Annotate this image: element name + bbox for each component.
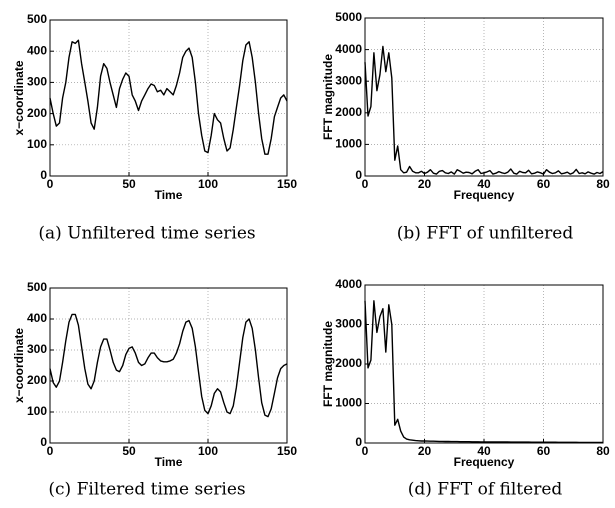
caption: (c) Filtered time series — [48, 480, 245, 500]
y-tick-label: 200 — [27, 373, 47, 387]
y-tick-label: 3000 — [335, 317, 362, 331]
y-tick-label: 400 — [27, 43, 47, 57]
caption: (a) Unfiltered time series — [38, 224, 255, 244]
subplot: 0 20 40 60 80 0 1000 2000 3000 4000 5000 Frequency F… — [321, 10, 610, 243]
plot-frame — [364, 17, 604, 177]
y-tick-label: 400 — [27, 311, 47, 325]
x-tick-label: 40 — [477, 177, 491, 191]
y-axis-label: x−coordinate — [12, 328, 26, 403]
x-tick-label: 0 — [362, 444, 369, 458]
y-tick-label: 500 — [27, 280, 47, 294]
y-tick-label: 0 — [40, 435, 47, 449]
y-tick-label: 1000 — [335, 396, 362, 410]
data-line — [49, 313, 288, 418]
subplot: 0 20 40 60 80 0 1000 2000 3000 4000 Frequency FFT m… — [321, 277, 610, 499]
y-tick-label: 5000 — [335, 10, 362, 24]
y-tick-label: 100 — [27, 404, 47, 418]
y-tick-label: 200 — [27, 106, 47, 120]
plot-frame — [364, 284, 604, 444]
data-line — [364, 300, 603, 444]
x-axis-label: Frequency — [454, 188, 515, 202]
y-tick-label: 4000 — [335, 277, 362, 291]
x-tick-label: 60 — [537, 444, 551, 458]
plot-frame — [49, 19, 288, 177]
x-tick-label: 150 — [277, 444, 297, 458]
y-tick-label: 500 — [27, 12, 47, 26]
caption: (d) FFT of filtered — [408, 480, 563, 500]
y-tick-label: 3000 — [335, 73, 362, 87]
x-tick-label: 50 — [122, 177, 136, 191]
y-tick-label: 2000 — [335, 356, 362, 370]
data-line — [49, 39, 288, 155]
data-line — [364, 45, 604, 175]
x-axis-label: Time — [155, 455, 183, 469]
x-tick-label: 100 — [198, 444, 218, 458]
x-tick-label: 0 — [47, 177, 54, 191]
y-tick-label: 0 — [355, 168, 362, 182]
y-axis-label: FFT magnitude — [321, 321, 335, 407]
x-axis-label: Time — [155, 188, 183, 202]
plot-frame — [49, 287, 288, 444]
y-axis-label: x−coordinate — [12, 60, 26, 135]
x-tick-label: 40 — [477, 444, 491, 458]
x-tick-label: 50 — [122, 444, 136, 458]
x-tick-label: 20 — [418, 177, 432, 191]
caption: (b) FFT of unfiltered — [397, 224, 574, 244]
y-tick-label: 100 — [27, 137, 47, 151]
y-tick-label: 300 — [27, 342, 47, 356]
y-tick-label: 0 — [40, 168, 47, 182]
x-tick-label: 80 — [596, 444, 610, 458]
y-tick-label: 300 — [27, 75, 47, 89]
x-tick-label: 150 — [277, 177, 297, 191]
subplot: 0 50 100 150 0 100 200 300 400 500 Time x−coordinat… — [12, 12, 297, 243]
subplot: 0 50 100 150 0 100 200 300 400 500 Time x−coordinat… — [12, 280, 297, 499]
x-tick-label: 20 — [418, 444, 432, 458]
x-tick-label: 80 — [596, 177, 610, 191]
x-tick-label: 0 — [47, 444, 54, 458]
y-tick-label: 2000 — [335, 105, 362, 119]
x-tick-label: 100 — [198, 177, 218, 191]
y-axis-label: FFT magnitude — [321, 54, 335, 140]
x-tick-label: 0 — [362, 177, 369, 191]
x-tick-label: 60 — [537, 177, 551, 191]
y-tick-label: 0 — [355, 435, 362, 449]
y-tick-label: 1000 — [335, 137, 362, 151]
x-axis-label: Frequency — [454, 455, 515, 469]
y-tick-label: 4000 — [335, 42, 362, 56]
